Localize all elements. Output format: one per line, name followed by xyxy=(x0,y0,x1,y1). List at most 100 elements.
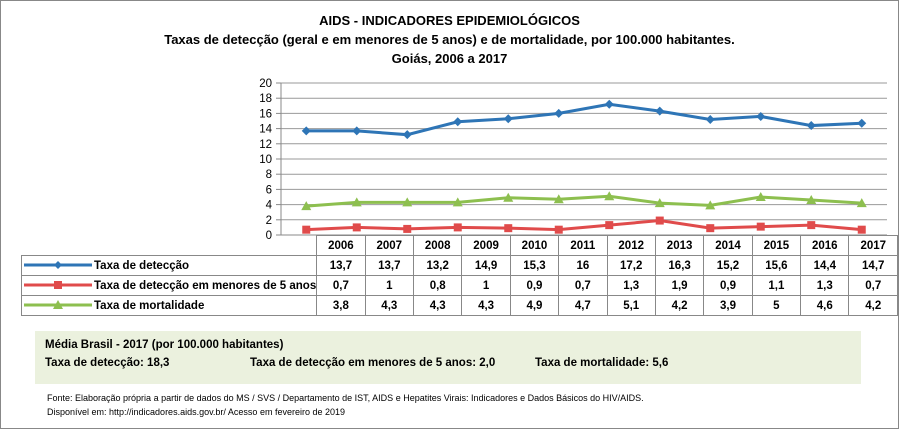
data-table: 2006 2007 2008 2009 2010 2011 2012 2013 2014 2015… xyxy=(20,235,898,316)
data-point xyxy=(504,224,513,233)
data-point xyxy=(302,225,311,234)
year-header: 2016 xyxy=(800,235,850,256)
data-point xyxy=(604,99,614,109)
data-point xyxy=(807,221,816,230)
data-point xyxy=(402,130,412,140)
data-cell: 15,2 xyxy=(703,255,753,276)
year-header: 2011 xyxy=(558,235,608,256)
y-tick-label: 18 xyxy=(259,93,272,105)
average-mortality: Taxa de mortalidade: 5,6 xyxy=(535,357,669,369)
data-cell: 0,9 xyxy=(703,275,753,296)
data-cell: 4,9 xyxy=(509,295,560,316)
y-tick-label: 8 xyxy=(266,169,272,181)
data-point xyxy=(403,224,412,233)
y-tick-label: 20 xyxy=(259,78,272,90)
data-point xyxy=(705,200,716,210)
year-header: 2006 xyxy=(316,235,366,256)
data-cell: 14,9 xyxy=(461,255,511,276)
data-point xyxy=(402,197,413,207)
year-header: 2017 xyxy=(848,235,898,256)
y-tick-label: 6 xyxy=(266,184,272,196)
source-note: Fonte: Elaboração própria a partir de da… xyxy=(47,393,644,403)
data-cell: 1,1 xyxy=(751,275,802,296)
data-point xyxy=(352,126,362,136)
year-header: 2015 xyxy=(751,235,802,256)
average-detection: Taxa de detecção: 18,3 xyxy=(45,357,170,369)
data-cell: 15,3 xyxy=(509,255,560,276)
data-cell: 0,7 xyxy=(316,275,366,296)
data-cell: 4,2 xyxy=(654,295,705,316)
data-cell: 16,3 xyxy=(654,255,705,276)
table-row: Taxa de detecção em menores de 5 anos 0,7… xyxy=(20,275,898,296)
series-line-1 xyxy=(306,219,862,232)
data-cell: 13,2 xyxy=(412,255,463,276)
data-point xyxy=(503,114,513,124)
data-cell: 1,3 xyxy=(606,275,656,296)
data-point xyxy=(857,118,867,128)
table-row: Taxa de detecção 13,7 13,7 13,2 14,9 15,3 16 17… xyxy=(20,255,898,276)
data-point xyxy=(605,221,614,230)
y-tick-label: 10 xyxy=(259,154,272,166)
y-tick-label: 4 xyxy=(266,200,273,212)
data-point xyxy=(756,111,766,121)
data-point xyxy=(655,106,665,116)
data-cell: 4,6 xyxy=(800,295,850,316)
data-cell: 0,7 xyxy=(848,275,898,296)
data-point xyxy=(351,197,362,207)
data-point xyxy=(706,224,715,233)
series-legend: Taxa de mortalidade xyxy=(20,295,318,316)
year-header: 2012 xyxy=(606,235,656,256)
y-tick-label: 12 xyxy=(259,139,272,151)
data-point xyxy=(856,198,867,208)
data-cell: 1,9 xyxy=(654,275,705,296)
series-line-2 xyxy=(306,194,862,208)
data-cell: 0,7 xyxy=(558,275,608,296)
data-point xyxy=(453,223,462,232)
data-point xyxy=(553,194,564,204)
data-point xyxy=(806,195,817,205)
data-point xyxy=(301,201,312,211)
data-point xyxy=(755,192,766,201)
data-point xyxy=(503,192,514,202)
data-cell: 4,3 xyxy=(412,295,463,316)
data-cell: 4,3 xyxy=(364,295,415,316)
year-header: 2008 xyxy=(412,235,463,256)
y-tick-label: 2 xyxy=(266,215,272,227)
data-cell: 14,7 xyxy=(848,255,898,276)
data-cell: 0,8 xyxy=(412,275,463,296)
chart-subtitle-region: Goiás, 2006 a 2017 xyxy=(391,51,508,66)
chart-title: AIDS - INDICADORES EPIDEMIOLÓGICOS xyxy=(319,13,580,28)
average-heading: Média Brasil - 2017 (por 100.000 habitan… xyxy=(45,339,284,351)
year-header: 2009 xyxy=(461,235,511,256)
availability-note: Disponível em: http://indicadores.aids.g… xyxy=(47,407,345,417)
data-cell: 1 xyxy=(461,275,511,296)
data-cell: 16 xyxy=(558,255,608,276)
data-cell: 3,9 xyxy=(703,295,753,316)
data-point xyxy=(604,191,615,201)
series-name: Taxa de detecção xyxy=(94,259,190,272)
chart-subtitle: Taxas de detecção (geral e em menores de… xyxy=(164,32,735,47)
data-cell: 14,4 xyxy=(800,255,850,276)
data-cell: 4,3 xyxy=(461,295,511,316)
year-header: 2014 xyxy=(703,235,753,256)
series-legend: Taxa de detecção xyxy=(20,255,318,276)
y-tick-label: 16 xyxy=(259,108,272,120)
year-header: 2007 xyxy=(364,235,415,256)
y-tick-label: 14 xyxy=(259,124,272,136)
data-cell: 0,9 xyxy=(509,275,560,296)
legend-key-icon xyxy=(24,300,92,310)
data-point xyxy=(806,121,816,131)
data-point xyxy=(654,198,665,208)
data-cell: 5 xyxy=(751,295,802,316)
data-point xyxy=(352,223,361,232)
data-cell: 4,7 xyxy=(558,295,608,316)
data-cell: 13,7 xyxy=(316,255,366,276)
data-point xyxy=(554,108,564,118)
data-point xyxy=(554,225,563,234)
data-cell: 1 xyxy=(364,275,415,296)
data-cell: 1,3 xyxy=(800,275,850,296)
year-header: 2013 xyxy=(654,235,705,256)
data-point xyxy=(705,114,715,124)
table-corner xyxy=(21,235,318,256)
